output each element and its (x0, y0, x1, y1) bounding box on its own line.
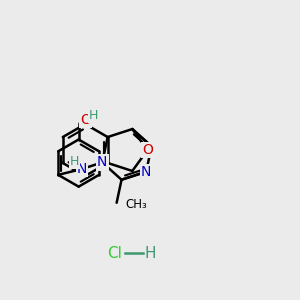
Text: Cl: Cl (107, 246, 122, 261)
Text: N: N (77, 162, 87, 176)
Text: O: O (142, 143, 153, 157)
Text: N: N (97, 155, 107, 170)
Text: CH₃: CH₃ (125, 198, 147, 211)
Text: H: H (89, 109, 98, 122)
Text: N: N (141, 165, 152, 179)
Text: H: H (144, 246, 156, 261)
Text: H: H (70, 155, 80, 168)
Text: O: O (80, 113, 91, 127)
